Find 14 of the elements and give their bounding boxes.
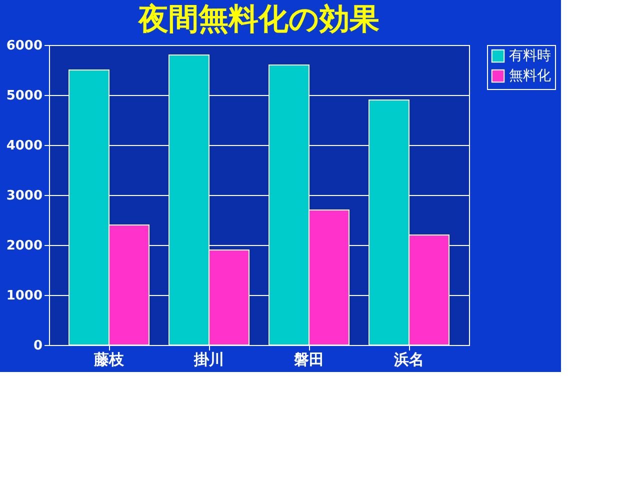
y-tick-label: 3000 xyxy=(6,188,42,204)
x-tick-label: 藤枝 xyxy=(93,350,125,368)
legend-label: 有料時 xyxy=(509,48,551,64)
y-tick-label: 1000 xyxy=(6,288,42,304)
x-tick-label: 磐田 xyxy=(293,350,324,368)
x-tick-label: 掛川 xyxy=(193,350,224,368)
legend-label: 無料化 xyxy=(509,68,551,84)
y-tick-label: 0 xyxy=(33,338,42,354)
x-tick-label: 浜名 xyxy=(393,350,424,368)
y-tick-label: 5000 xyxy=(6,88,42,104)
chart-title: 夜間無料化の効果 xyxy=(138,2,380,37)
y-tick-label: 6000 xyxy=(6,38,42,54)
y-tick-label: 4000 xyxy=(6,138,42,154)
y-tick-label: 2000 xyxy=(6,238,42,254)
